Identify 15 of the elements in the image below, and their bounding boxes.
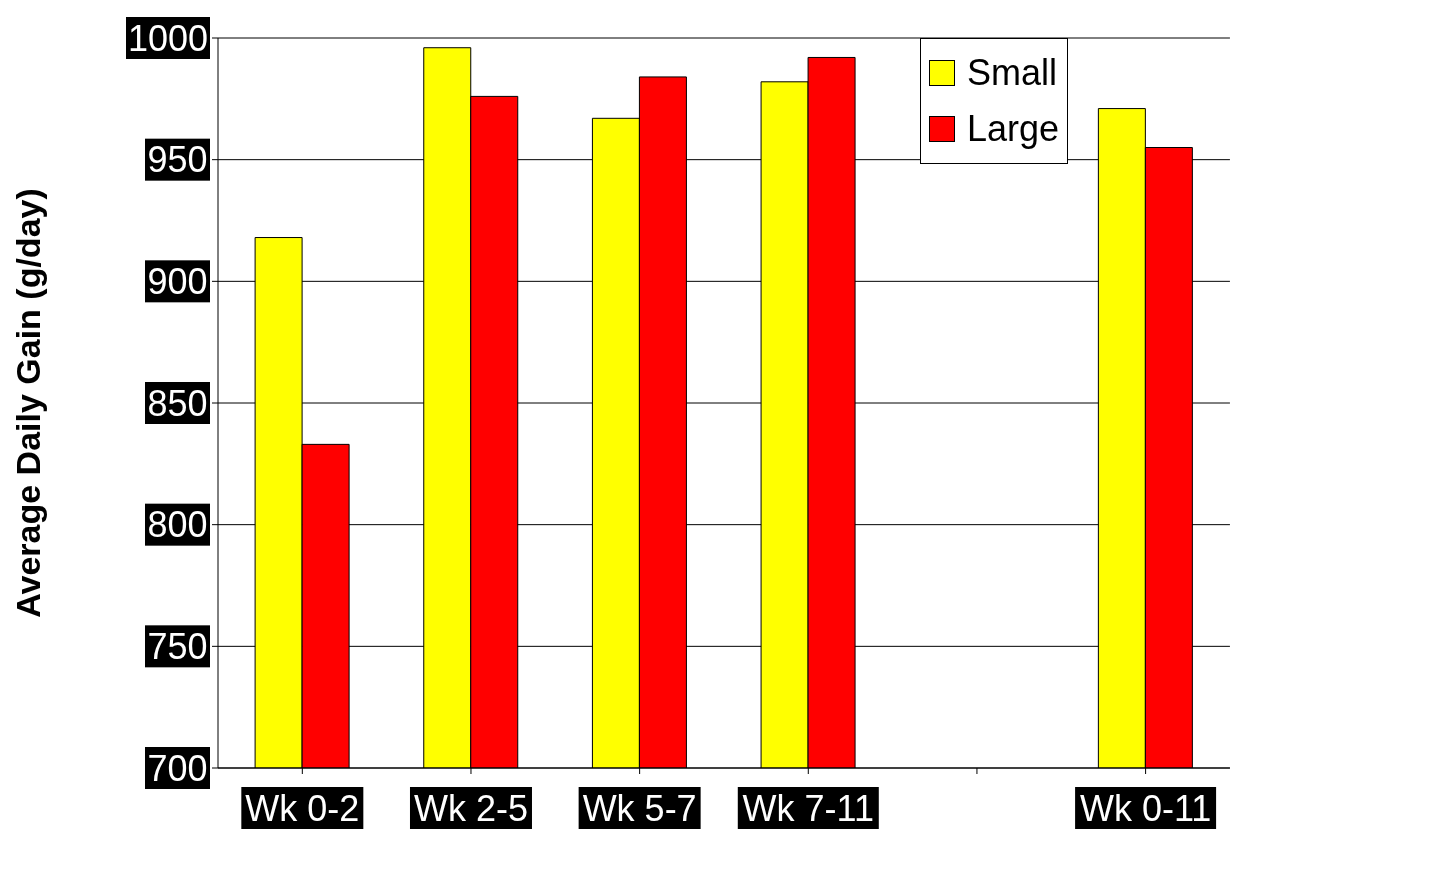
x-tick-label: Wk 2-5 bbox=[413, 787, 528, 829]
y-tick-label: 750 bbox=[147, 625, 208, 667]
legend-label: Large bbox=[966, 108, 1059, 150]
y-tick-label: 700 bbox=[147, 747, 208, 789]
y-tick-label: 850 bbox=[147, 382, 208, 424]
y-tick-label: 900 bbox=[147, 260, 208, 302]
y-axis-title: Average Daily Gain (g/day) bbox=[9, 188, 48, 618]
x-tick-label: Wk 7-11 bbox=[742, 787, 874, 829]
y-tick-label: 1000 bbox=[127, 17, 209, 59]
x-tick-label: Wk 5-7 bbox=[582, 787, 697, 829]
legend-label: Small bbox=[966, 52, 1057, 94]
x-tick-label: Wk 0-2 bbox=[245, 787, 360, 829]
x-tick-label: Wk 0-11 bbox=[1079, 787, 1212, 829]
y-tick-label: 800 bbox=[147, 504, 208, 546]
y-tick-label: 950 bbox=[147, 139, 208, 181]
